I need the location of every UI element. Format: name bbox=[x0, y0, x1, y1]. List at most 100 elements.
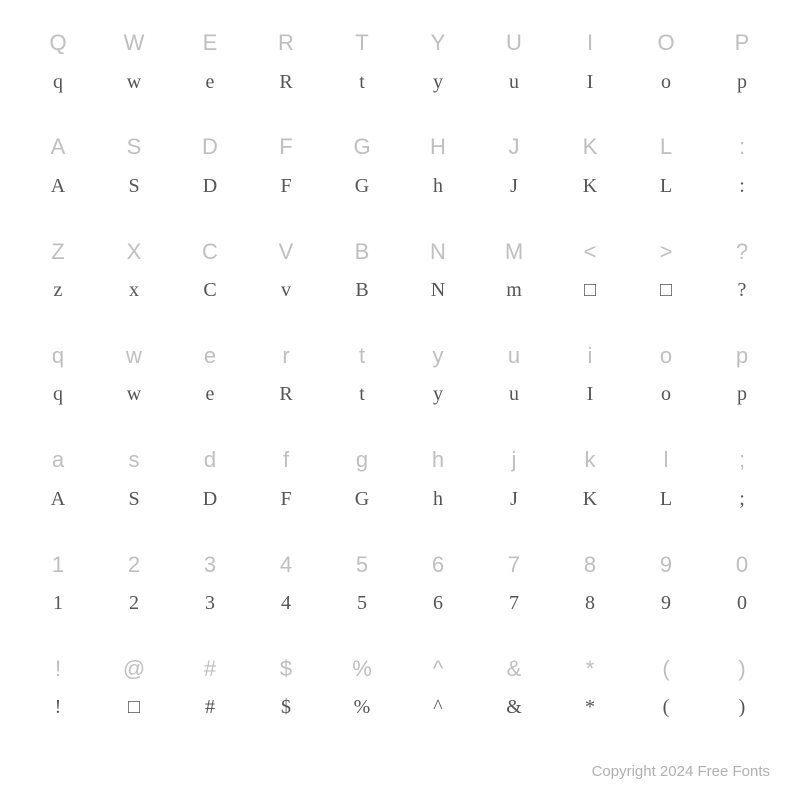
glyph-cell: BB bbox=[324, 219, 400, 323]
glyph-label: L bbox=[660, 134, 672, 160]
glyph-sample: R bbox=[279, 383, 292, 407]
glyph-label: > bbox=[660, 239, 673, 265]
glyph-sample: v bbox=[281, 279, 291, 303]
glyph-sample: S bbox=[128, 487, 139, 511]
glyph-sample: q bbox=[53, 70, 63, 94]
glyph-cell: Pp bbox=[704, 10, 780, 114]
character-map-grid: QqWwEeRRTtYyUuIIOoPpAASSDDFFGGHhJJKKLL::… bbox=[0, 0, 800, 750]
glyph-cell: uu bbox=[476, 323, 552, 427]
glyph-sample: % bbox=[354, 696, 371, 720]
glyph-sample: D bbox=[203, 174, 217, 198]
glyph-cell: tt bbox=[324, 323, 400, 427]
glyph-label: g bbox=[356, 447, 368, 473]
glyph-sample: $ bbox=[281, 696, 291, 720]
glyph-cell: gG bbox=[324, 427, 400, 531]
glyph-cell: dD bbox=[172, 427, 248, 531]
glyph-label: f bbox=[283, 447, 289, 473]
glyph-label: F bbox=[279, 134, 292, 160]
glyph-label: q bbox=[52, 343, 64, 369]
glyph-sample: ! bbox=[55, 696, 62, 720]
glyph-sample: R bbox=[279, 70, 292, 94]
glyph-sample: & bbox=[506, 696, 522, 720]
glyph-cell: Mm bbox=[476, 219, 552, 323]
glyph-label: 8 bbox=[584, 552, 596, 578]
glyph-cell: :: bbox=[704, 114, 780, 218]
glyph-label: l bbox=[664, 447, 669, 473]
glyph-cell: ww bbox=[96, 323, 172, 427]
glyph-cell: ?? bbox=[704, 219, 780, 323]
glyph-sample: m bbox=[506, 279, 522, 303]
glyph-sample: z bbox=[54, 279, 63, 303]
glyph-sample: h bbox=[433, 174, 443, 198]
glyph-cell: DD bbox=[172, 114, 248, 218]
glyph-cell: Uu bbox=[476, 10, 552, 114]
glyph-cell: qq bbox=[20, 323, 96, 427]
glyph-label: S bbox=[127, 134, 142, 160]
glyph-cell: RR bbox=[248, 10, 324, 114]
glyph-label: G bbox=[353, 134, 370, 160]
glyph-cell: KK bbox=[552, 114, 628, 218]
glyph-cell: 11 bbox=[20, 531, 96, 635]
glyph-sample: 5 bbox=[357, 592, 367, 616]
glyph-sample: C bbox=[203, 279, 216, 303]
glyph-cell: LL bbox=[628, 114, 704, 218]
glyph-label: 3 bbox=[204, 552, 216, 578]
glyph-label: i bbox=[588, 343, 593, 369]
glyph-cell: && bbox=[476, 636, 552, 740]
glyph-label: D bbox=[202, 134, 218, 160]
glyph-cell: @□ bbox=[96, 636, 172, 740]
glyph-sample: 4 bbox=[281, 592, 291, 616]
glyph-label: ( bbox=[662, 656, 669, 682]
glyph-sample: K bbox=[583, 487, 597, 511]
glyph-cell: pp bbox=[704, 323, 780, 427]
glyph-cell: II bbox=[552, 10, 628, 114]
glyph-label: Q bbox=[49, 30, 66, 56]
glyph-cell: SS bbox=[96, 114, 172, 218]
glyph-label: p bbox=[736, 343, 748, 369]
glyph-sample: y bbox=[433, 70, 443, 94]
glyph-label: ) bbox=[738, 656, 745, 682]
glyph-sample: D bbox=[203, 487, 217, 511]
glyph-sample: L bbox=[660, 487, 672, 511]
glyph-sample: o bbox=[661, 70, 671, 94]
glyph-label: I bbox=[587, 30, 593, 56]
glyph-label: B bbox=[355, 239, 370, 265]
glyph-label: Z bbox=[51, 239, 64, 265]
glyph-label: * bbox=[586, 656, 595, 682]
glyph-cell: Qq bbox=[20, 10, 96, 114]
glyph-label: 9 bbox=[660, 552, 672, 578]
glyph-label: s bbox=[129, 447, 140, 473]
glyph-sample: 3 bbox=[205, 592, 215, 616]
glyph-sample: x bbox=[129, 279, 139, 303]
glyph-sample: p bbox=[737, 70, 747, 94]
glyph-cell: kK bbox=[552, 427, 628, 531]
glyph-cell: ## bbox=[172, 636, 248, 740]
glyph-sample: G bbox=[355, 487, 369, 511]
glyph-sample: w bbox=[127, 70, 141, 94]
glyph-sample: w bbox=[127, 383, 141, 407]
glyph-cell: lL bbox=[628, 427, 704, 531]
glyph-cell: Vv bbox=[248, 219, 324, 323]
glyph-cell: ee bbox=[172, 323, 248, 427]
glyph-cell: hh bbox=[400, 427, 476, 531]
glyph-cell: 33 bbox=[172, 531, 248, 635]
glyph-cell: ^^ bbox=[400, 636, 476, 740]
glyph-sample: e bbox=[206, 70, 215, 94]
glyph-label: H bbox=[430, 134, 446, 160]
glyph-sample: I bbox=[587, 383, 594, 407]
glyph-label: 4 bbox=[280, 552, 292, 578]
glyph-label: ^ bbox=[433, 656, 443, 682]
glyph-sample: K bbox=[583, 174, 597, 198]
glyph-label: r bbox=[282, 343, 289, 369]
glyph-sample: □ bbox=[128, 696, 140, 720]
glyph-label: a bbox=[52, 447, 64, 473]
glyph-label: 6 bbox=[432, 552, 444, 578]
glyph-cell: (( bbox=[628, 636, 704, 740]
glyph-label: 5 bbox=[356, 552, 368, 578]
glyph-label: # bbox=[204, 656, 216, 682]
glyph-cell: yy bbox=[400, 323, 476, 427]
glyph-cell: jJ bbox=[476, 427, 552, 531]
glyph-sample: o bbox=[661, 383, 671, 407]
glyph-sample: J bbox=[510, 174, 518, 198]
glyph-label: 2 bbox=[128, 552, 140, 578]
